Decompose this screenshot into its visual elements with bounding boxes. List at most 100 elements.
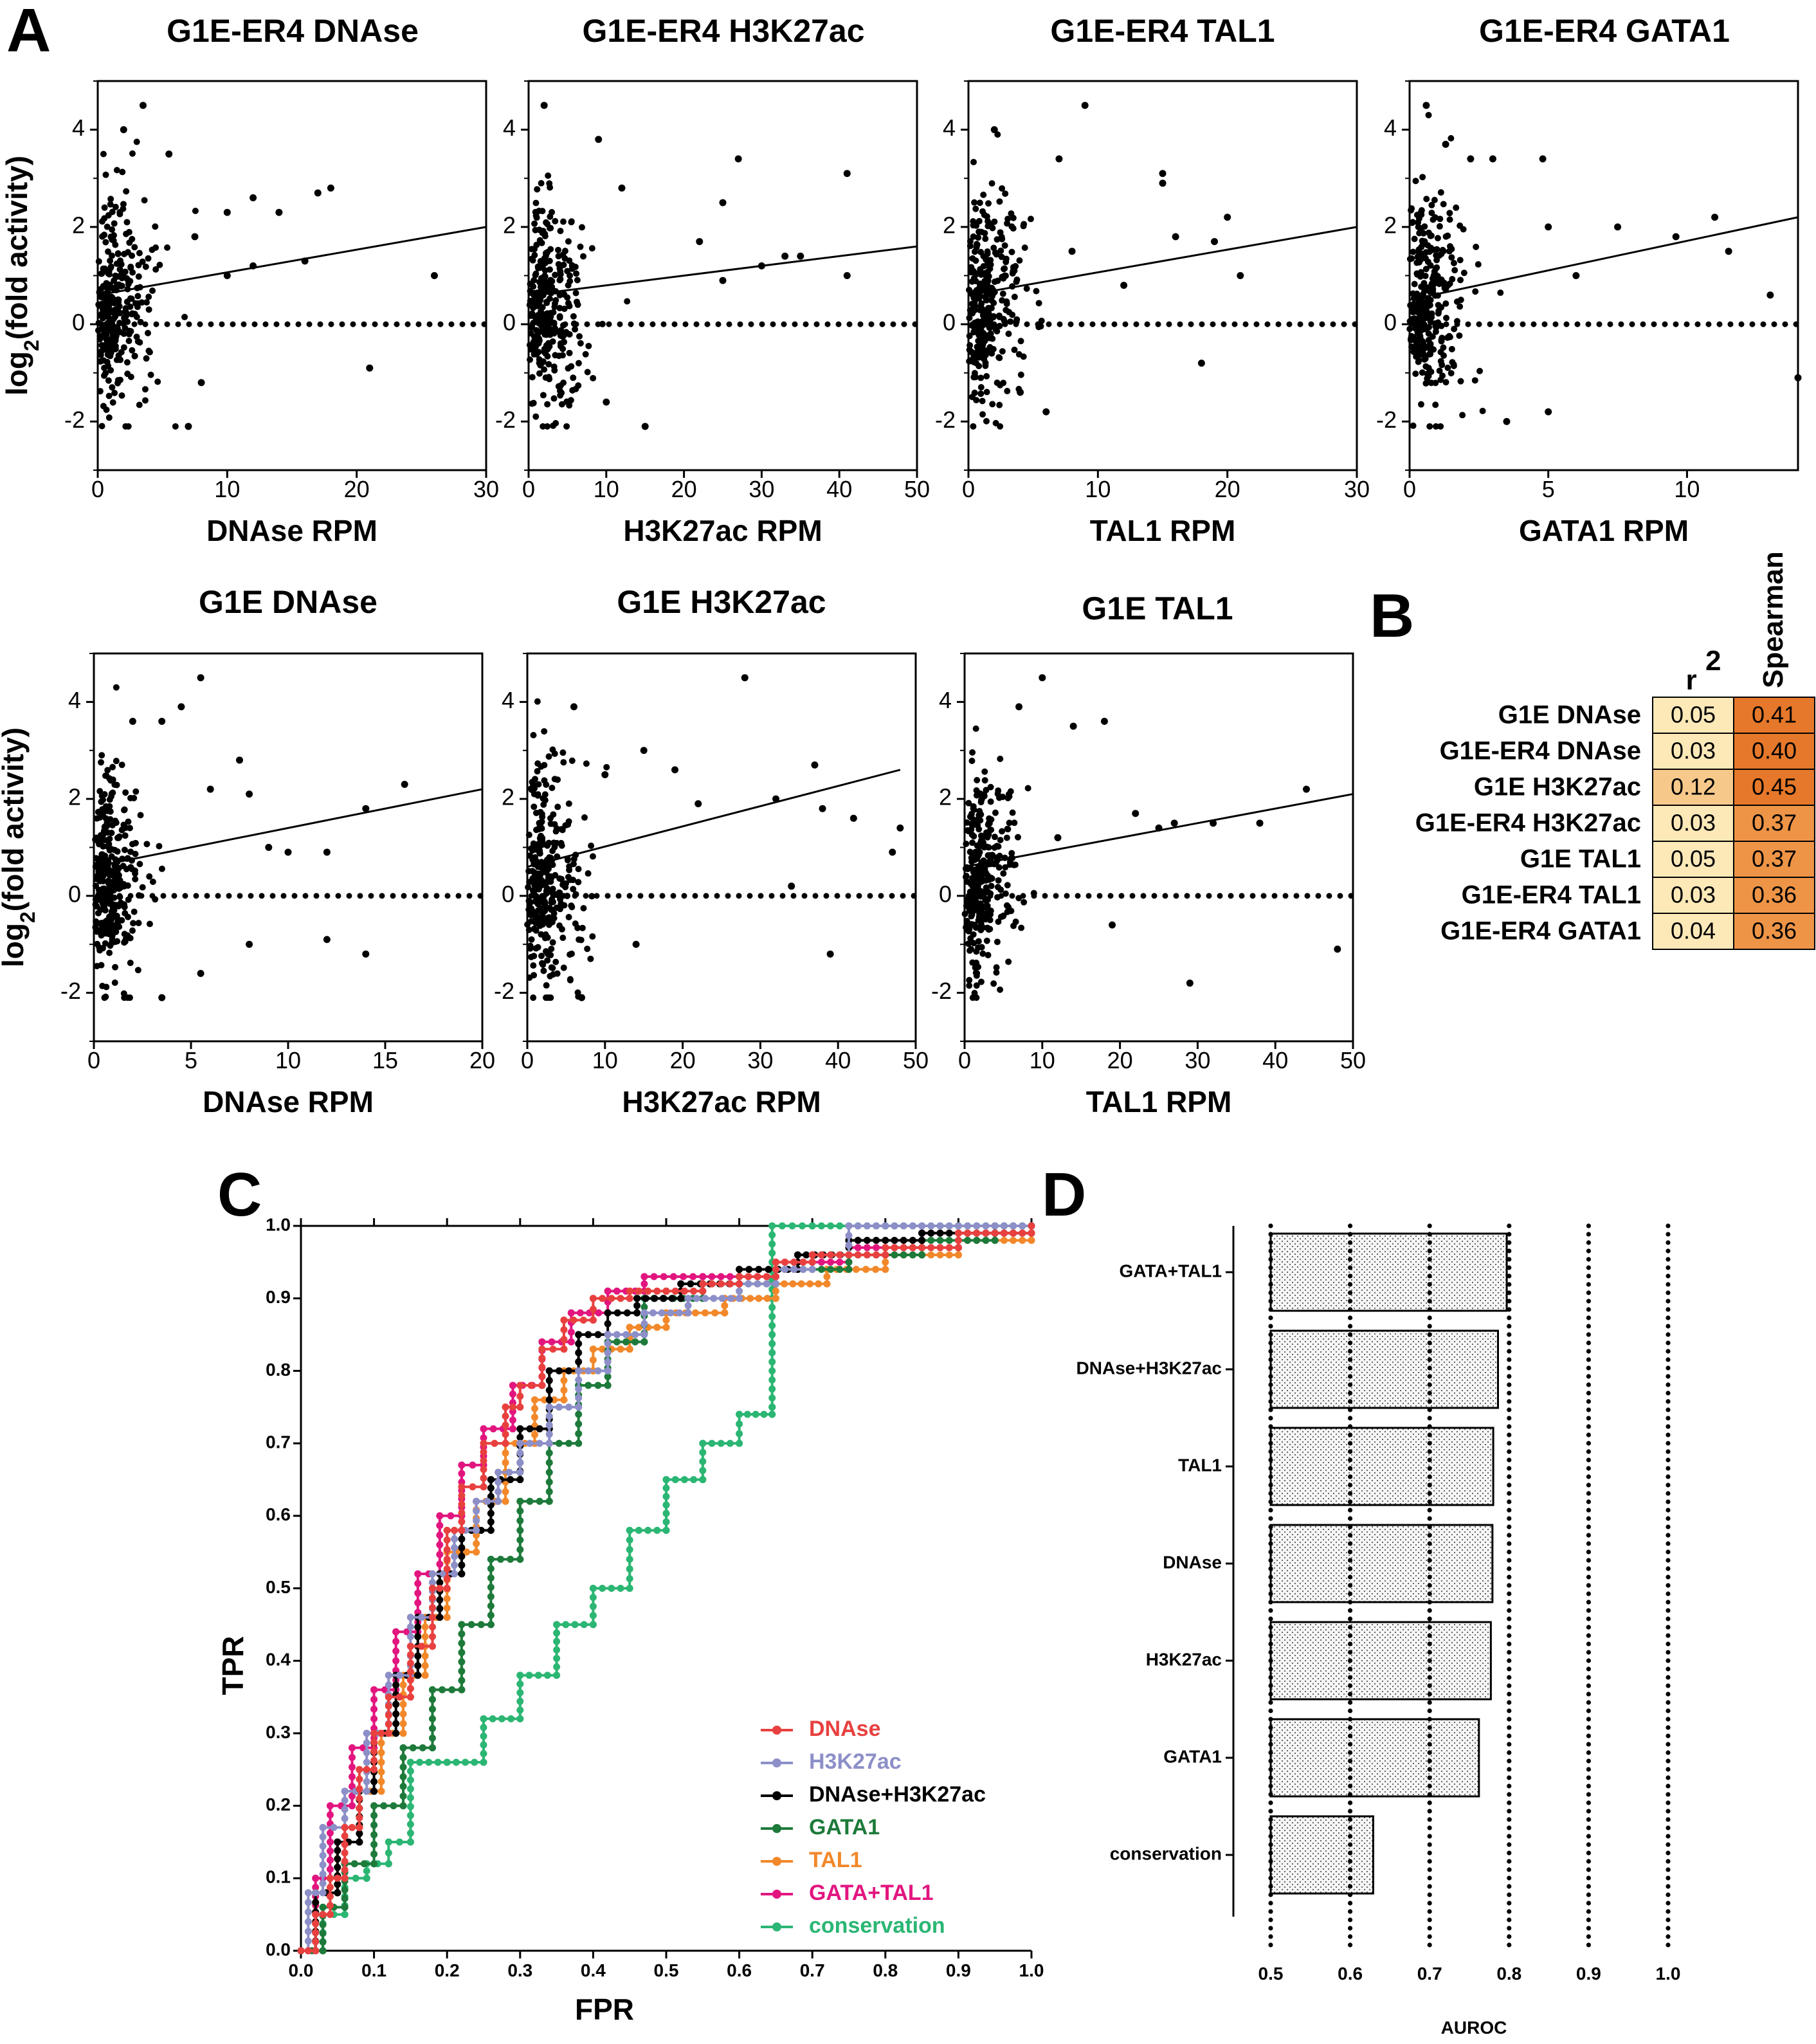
data-point: [108, 910, 115, 917]
roc-point: [640, 1338, 648, 1346]
data-point: [101, 994, 108, 1001]
data-point: [1433, 271, 1440, 278]
roc-point: [359, 1744, 367, 1751]
y-tick-label: 0.8: [266, 1360, 291, 1380]
data-point: [542, 948, 549, 955]
plot-frame: [1408, 80, 1799, 471]
baseline-dot: [889, 893, 895, 899]
data-point: [966, 315, 973, 322]
gridline-dot: [1348, 1650, 1353, 1655]
y-tick-label: 2: [1384, 212, 1397, 238]
roc-point: [440, 1570, 448, 1578]
gridline-dot: [1507, 1742, 1512, 1747]
spearman-cell: [1733, 877, 1815, 914]
fit-line: [97, 226, 487, 297]
baseline-dot: [306, 321, 313, 327]
gridline-dot: [1348, 1533, 1353, 1538]
roc-point: [936, 1222, 944, 1230]
data-point: [601, 771, 609, 778]
baseline-dot: [803, 321, 809, 327]
gridline-dot: [1427, 1717, 1432, 1722]
roc-point: [443, 1614, 451, 1621]
roc-point: [377, 1768, 385, 1776]
data-point: [965, 799, 972, 807]
data-point: [797, 252, 804, 260]
roc-point: [545, 1421, 553, 1429]
roc-point: [918, 1222, 926, 1230]
gridline-dot: [1268, 1508, 1273, 1513]
gridline-dot: [1427, 1583, 1432, 1588]
roc-point: [1019, 1222, 1026, 1230]
data-point: [536, 823, 543, 830]
legend-label: conservation: [809, 1913, 945, 1938]
gridline-dot: [1666, 1416, 1671, 1421]
roc-point: [516, 1680, 524, 1688]
gridline-dot: [1427, 1449, 1432, 1454]
data-point: [985, 217, 992, 224]
gridline-dot: [1666, 1541, 1671, 1546]
gridline-dot: [1666, 1859, 1671, 1864]
baseline-dot: [693, 321, 700, 327]
baseline-dot: [401, 893, 407, 899]
roc-point: [363, 1739, 370, 1747]
roc-point: [326, 1865, 334, 1873]
roc-point: [817, 1258, 825, 1266]
data-point: [136, 892, 143, 899]
roc-point: [589, 1346, 597, 1353]
data-point: [979, 307, 986, 314]
baseline-dot: [1217, 893, 1223, 899]
roc-point: [370, 1757, 378, 1764]
gridline-dot: [1268, 1549, 1273, 1555]
gridline-dot: [1348, 1867, 1353, 1872]
gridline-dot: [1507, 1834, 1512, 1839]
roc-point: [414, 1599, 422, 1607]
roc-point: [487, 1555, 495, 1563]
gridline-dot: [1666, 1516, 1671, 1521]
gridline-dot: [1666, 1750, 1671, 1755]
data-point: [101, 232, 108, 239]
roc-point: [662, 1287, 670, 1295]
roc-point: [363, 1758, 370, 1766]
baseline-dot: [1089, 321, 1096, 327]
data-point: [997, 886, 1004, 893]
baseline-dot: [470, 321, 477, 327]
roc-point: [341, 1866, 349, 1874]
baseline-dot: [770, 321, 776, 327]
gridline-dot: [1586, 1399, 1591, 1404]
data-point: [525, 906, 532, 913]
baseline-dot: [1286, 321, 1293, 327]
roc-point: [553, 1646, 561, 1654]
roc-point: [768, 1410, 776, 1418]
gridline-dot: [1348, 1884, 1353, 1889]
roc-point: [836, 1251, 844, 1259]
data-point: [101, 823, 108, 830]
roc-point: [873, 1222, 880, 1230]
gridline-dot: [1507, 1658, 1512, 1663]
roc-point: [399, 1720, 407, 1728]
data-point: [971, 199, 978, 206]
roc-series-dnase: [297, 1222, 1035, 1955]
data-point: [192, 207, 199, 214]
data-point: [236, 756, 243, 764]
roc-point: [684, 1295, 692, 1302]
gridline-dot: [1348, 1733, 1353, 1738]
roc-point: [516, 1382, 524, 1389]
roc-point: [385, 1860, 392, 1868]
roc-point: [891, 1244, 898, 1252]
roc-point: [710, 1295, 718, 1302]
roc-point: [560, 1326, 568, 1334]
roc-point: [768, 1376, 776, 1383]
gridline-dot: [1427, 1700, 1432, 1705]
gridline-dot: [1586, 1683, 1591, 1688]
roc-point: [567, 1309, 575, 1317]
gridline-dot: [1666, 1491, 1671, 1496]
roc-point: [458, 1561, 466, 1569]
baseline-dot: [459, 321, 466, 327]
data-point: [970, 158, 977, 165]
roc-point: [516, 1459, 524, 1466]
data-point: [772, 795, 780, 803]
roc-point: [964, 1229, 972, 1237]
gridline-dot: [1507, 1600, 1512, 1605]
column-header-r2: r: [1685, 664, 1696, 696]
x-tick-label: 10: [1030, 1047, 1055, 1073]
